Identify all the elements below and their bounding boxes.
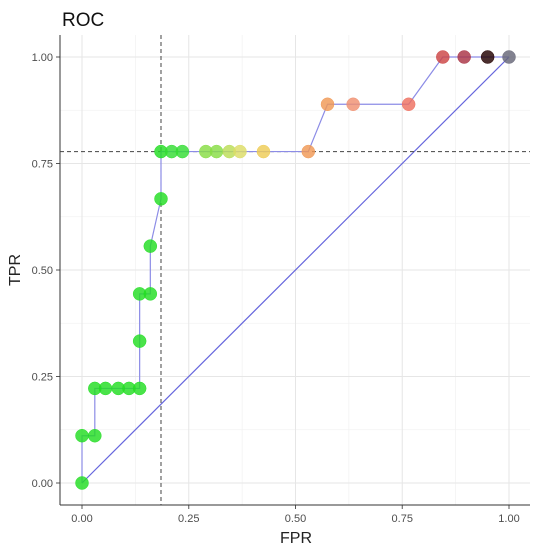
roc-point [301,144,316,159]
roc-point [502,50,516,64]
x-tick-label: 0.25 [178,513,199,525]
roc-point [209,144,224,159]
y-tick-label: 0.75 [32,159,53,171]
x-tick-label: 1.00 [498,513,519,525]
roc-point [457,50,471,64]
grid [60,35,530,505]
roc-point [480,50,495,64]
roc-point [320,97,335,112]
roc-point [132,381,147,396]
roc-point [98,381,113,396]
roc-point [132,334,147,348]
roc-point [346,97,360,112]
y-tick-label: 1.00 [32,52,53,64]
roc-point [143,287,158,301]
y-tick-label: 0.25 [32,372,53,384]
roc-point [175,144,190,159]
chart-title: ROC [62,10,104,31]
roc-point [154,192,168,206]
y-tick-label: 0.50 [32,265,53,277]
y-tick-label: 0.00 [32,478,53,490]
x-tick-label: 0.50 [285,513,306,525]
diagonal-line [81,56,510,484]
roc-point [233,144,247,159]
diagonal-line-group [81,56,510,484]
x-axis-label: FPR [280,530,312,547]
roc-point [143,239,158,253]
roc-point [256,144,271,159]
axes: 0.00 0.25 0.50 0.75 1.00 0.00 0.25 0.50 0.75 1.00 [32,35,530,525]
roc-point [75,428,89,443]
roc-point [436,50,450,64]
y-axis-label: TPR [7,254,24,286]
roc-point [401,97,416,112]
roc-point [88,428,102,443]
roc-points [75,50,516,490]
roc-point [75,476,89,490]
x-tick-label: 0.00 [71,513,92,525]
x-tick-label: 0.75 [392,513,413,525]
